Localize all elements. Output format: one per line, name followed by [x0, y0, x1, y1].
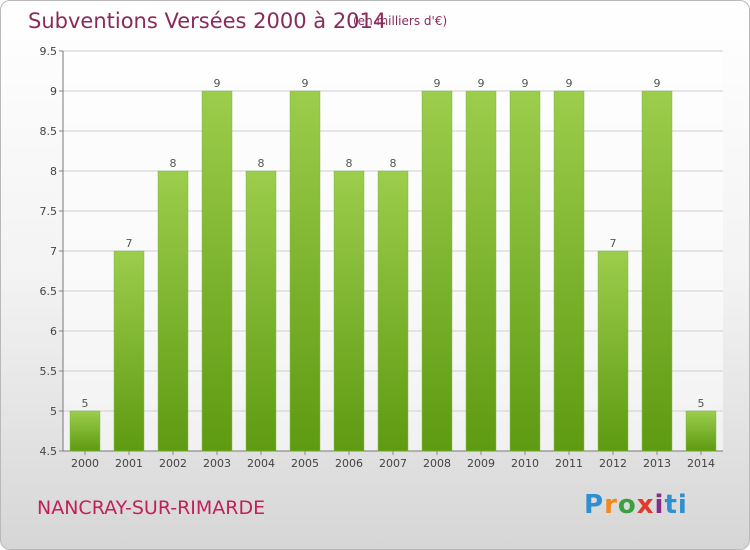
x-tick-label: 2012: [599, 457, 627, 470]
y-tick-label: 7.5: [40, 205, 58, 218]
y-tick-label: 9: [50, 85, 57, 98]
y-tick-label: 7: [50, 245, 57, 258]
bar: [685, 410, 717, 452]
x-tick-label: 2010: [511, 457, 539, 470]
x-tick-label: 2011: [555, 457, 583, 470]
y-tick-label: 6.5: [40, 285, 58, 298]
bar-value-label: 8: [390, 157, 397, 170]
x-tick-label: 2002: [159, 457, 187, 470]
x-tick-label: 2013: [643, 457, 671, 470]
logo-letter: i: [654, 490, 665, 520]
bar-value-label: 7: [610, 237, 617, 250]
bar: [553, 90, 585, 452]
logo-letter: o: [617, 490, 637, 520]
x-tick-label: 2014: [687, 457, 715, 470]
x-tick-label: 2000: [71, 457, 99, 470]
bar-value-label: 9: [522, 77, 529, 90]
bar: [333, 170, 365, 452]
x-tick-label: 2004: [247, 457, 275, 470]
bar: [597, 250, 629, 452]
bar: [289, 90, 321, 452]
y-tick-label: 8: [50, 165, 57, 178]
y-tick-label: 4.5: [40, 445, 58, 458]
bar-value-label: 9: [566, 77, 573, 90]
logo-letter: x: [636, 490, 655, 520]
bar-value-label: 9: [434, 77, 441, 90]
y-tick-label: 8.5: [40, 125, 58, 138]
bar-value-label: 5: [82, 397, 89, 410]
y-tick-label: 9.5: [40, 45, 58, 58]
bar-value-label: 8: [258, 157, 265, 170]
logo-letter: ti: [664, 490, 688, 520]
bar: [509, 90, 541, 452]
x-tick-label: 2005: [291, 457, 319, 470]
bar: [465, 90, 497, 452]
x-tick-label: 2008: [423, 457, 451, 470]
bar-value-label: 7: [126, 237, 133, 250]
city-name: NANCRAY-SUR-RIMARDE: [37, 497, 266, 519]
bar-value-label: 5: [698, 397, 705, 410]
bar-value-label: 9: [654, 77, 661, 90]
bar-value-label: 9: [478, 77, 485, 90]
y-tick-label: 5.5: [40, 365, 58, 378]
bar: [69, 410, 101, 452]
bar: [421, 90, 453, 452]
logo-letter: P: [584, 490, 605, 520]
bar: [157, 170, 189, 452]
y-tick-label: 5: [50, 405, 57, 418]
bar-value-label: 8: [346, 157, 353, 170]
bar-value-label: 8: [170, 157, 177, 170]
bar: [245, 170, 277, 452]
bar-value-label: 9: [214, 77, 221, 90]
bar-value-label: 9: [302, 77, 309, 90]
chart-subtitle: (en milliers d'€): [353, 14, 448, 28]
logo-letter: r: [604, 490, 618, 520]
bar: [113, 250, 145, 452]
x-tick-label: 2009: [467, 457, 495, 470]
bar: [641, 90, 673, 452]
x-tick-label: 2003: [203, 457, 231, 470]
chart-title: Subventions Versées 2000 à 2014: [28, 9, 387, 33]
bar: [377, 170, 409, 452]
x-tick-label: 2007: [379, 457, 407, 470]
bar: [201, 90, 233, 452]
proxiti-logo[interactable]: Proxiti: [584, 490, 688, 520]
y-tick-label: 6: [50, 325, 57, 338]
x-tick-label: 2006: [335, 457, 363, 470]
x-tick-label: 2001: [115, 457, 143, 470]
